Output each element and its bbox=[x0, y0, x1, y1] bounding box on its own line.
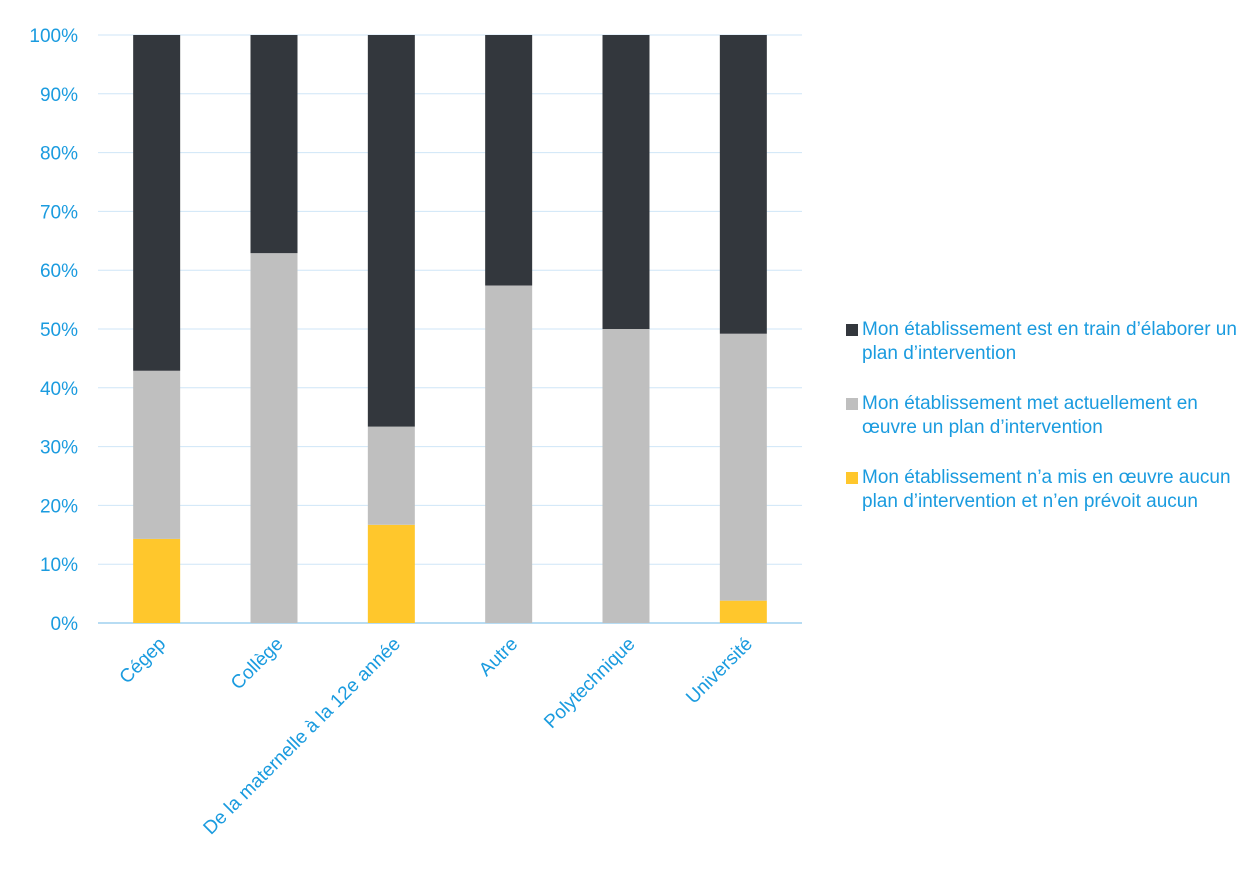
legend-swatch-dark bbox=[846, 324, 858, 336]
bar-segment bbox=[250, 35, 298, 254]
bar-segment bbox=[485, 285, 533, 623]
x-tick-label: Cégep bbox=[116, 634, 170, 688]
y-tick-label: 70% bbox=[40, 202, 78, 223]
y-tick-label: 50% bbox=[40, 320, 78, 341]
x-tick-label: Collège bbox=[227, 634, 287, 694]
y-tick-label: 40% bbox=[40, 379, 78, 400]
legend: Mon établissement est en train d’élabore… bbox=[846, 318, 1254, 540]
bar-segment bbox=[133, 538, 181, 623]
bar-segment bbox=[719, 333, 767, 601]
legend-swatch-yellow bbox=[846, 472, 858, 484]
bar-segment bbox=[250, 253, 298, 623]
legend-label: Mon établissement n’a mis en œuvre aucun… bbox=[862, 467, 1231, 512]
legend-item-none: Mon établissement n’a mis en œuvre aucun… bbox=[846, 466, 1254, 514]
bar-segment bbox=[719, 35, 767, 334]
y-tick-label: 10% bbox=[40, 555, 78, 576]
x-tick-label: Université bbox=[682, 634, 757, 709]
bar-segment bbox=[367, 426, 415, 525]
legend-item-implementing: Mon établissement met actuellement en œu… bbox=[846, 392, 1254, 440]
y-tick-label: 30% bbox=[40, 438, 78, 459]
y-tick-label: 100% bbox=[29, 26, 78, 47]
legend-swatch-gray bbox=[846, 398, 858, 410]
y-tick-label: 20% bbox=[40, 496, 78, 517]
bar-segment bbox=[602, 35, 650, 329]
legend-label: Mon établissement met actuellement en œu… bbox=[862, 393, 1198, 438]
bar-segment bbox=[133, 35, 181, 371]
y-tick-label: 60% bbox=[40, 261, 78, 282]
bar-segment bbox=[367, 524, 415, 623]
legend-label: Mon établissement est en train d’élabore… bbox=[862, 319, 1237, 364]
stacked-bar-chart: 0%10%20%30%40%50%60%70%80%90%100% Cégep C… bbox=[29, 26, 802, 839]
x-tick-label: Autre bbox=[475, 634, 522, 681]
bar-segment bbox=[485, 35, 533, 286]
x-tick-label: De la maternelle à la 12e année bbox=[200, 634, 405, 839]
y-tick-label: 80% bbox=[40, 144, 78, 165]
y-axis-ticks: 0% 10% 20% 30% 40% 50% 60% 70% 80% 90% 100% bbox=[29, 26, 78, 635]
y-tick-label: 0% bbox=[51, 614, 79, 635]
bars bbox=[133, 35, 767, 623]
bar-segment bbox=[133, 370, 181, 539]
bar-segment bbox=[602, 329, 650, 623]
legend-item-developing: Mon établissement est en train d’élabore… bbox=[846, 318, 1254, 366]
x-tick-label: Polytechnique bbox=[540, 634, 639, 733]
bar-segment bbox=[367, 35, 415, 427]
bar-segment bbox=[719, 600, 767, 623]
y-tick-label: 90% bbox=[40, 85, 78, 106]
gridlines bbox=[98, 34, 802, 624]
